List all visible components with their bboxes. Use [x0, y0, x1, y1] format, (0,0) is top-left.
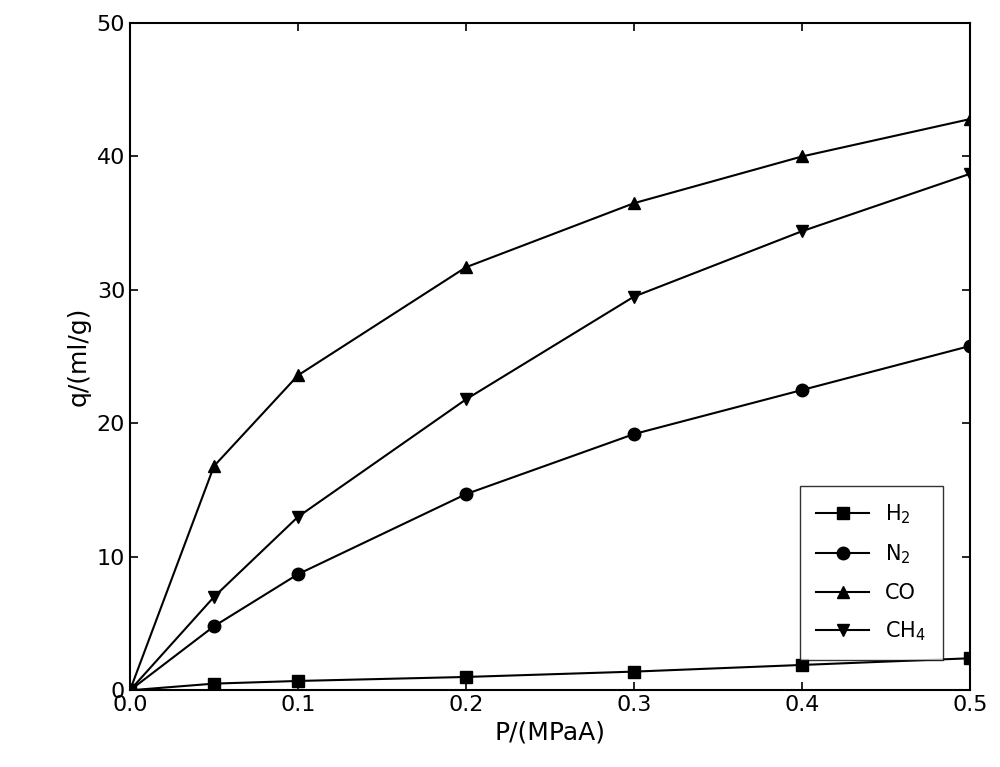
- CH$_4$: [292, 512, 304, 522]
- Line: H$_2$: H$_2$: [124, 653, 976, 696]
- N$_2$: [964, 341, 976, 351]
- H$_2$: [964, 653, 976, 663]
- Line: CO: CO: [124, 113, 976, 696]
- N$_2$: [460, 489, 472, 499]
- CO: [796, 152, 808, 161]
- CH$_4$: [208, 592, 220, 601]
- CH$_4$: [796, 226, 808, 235]
- Line: N$_2$: N$_2$: [124, 340, 976, 696]
- H$_2$: [628, 667, 640, 676]
- H$_2$: [208, 679, 220, 688]
- N$_2$: [796, 386, 808, 395]
- H$_2$: [124, 686, 136, 695]
- CO: [208, 462, 220, 471]
- CH$_4$: [964, 170, 976, 179]
- Y-axis label: q/(ml/g): q/(ml/g): [67, 307, 91, 407]
- CH$_4$: [460, 395, 472, 404]
- N$_2$: [208, 621, 220, 630]
- H$_2$: [796, 660, 808, 670]
- CO: [964, 114, 976, 123]
- N$_2$: [124, 686, 136, 695]
- Legend: H$_2$, N$_2$, CO, CH$_4$: H$_2$, N$_2$, CO, CH$_4$: [800, 486, 943, 660]
- H$_2$: [460, 673, 472, 682]
- CH$_4$: [124, 686, 136, 695]
- CO: [460, 262, 472, 272]
- N$_2$: [292, 570, 304, 579]
- CO: [628, 199, 640, 208]
- CH$_4$: [628, 292, 640, 301]
- X-axis label: P/(MPaA): P/(MPaA): [494, 721, 606, 745]
- CO: [292, 370, 304, 380]
- N$_2$: [628, 430, 640, 439]
- Line: CH$_4$: CH$_4$: [124, 167, 976, 696]
- H$_2$: [292, 676, 304, 686]
- CO: [124, 686, 136, 695]
